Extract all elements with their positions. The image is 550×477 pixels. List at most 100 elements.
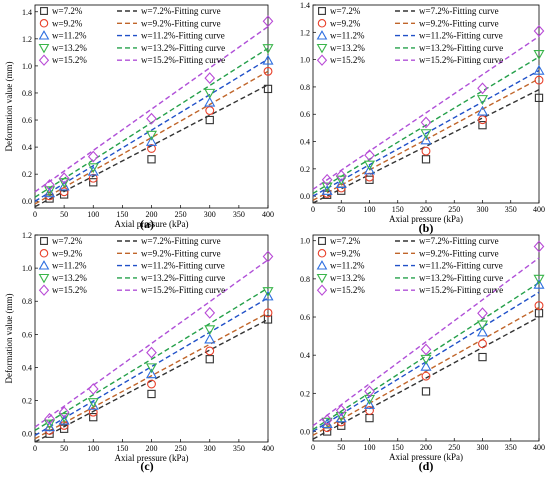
x-tick-label: 150 [392,205,404,214]
y-axis-label: Deformation value (mm) [4,294,14,384]
data-point-series-0 [59,190,69,199]
x-tick-label: 250 [175,210,187,219]
y-tick-label: 1.2 [300,28,310,37]
legend-marker-1 [39,249,49,258]
legend-fit-label: w=7.2%-Fitting curve [419,236,499,246]
data-point-series-3 [44,419,56,430]
legend-marker-label: w=9.2% [330,248,361,258]
data-point-series-1 [365,406,374,415]
data-point-series-4 [262,15,274,28]
data-point-series-3 [145,130,158,141]
legend-fit-label: w=7.2%-Fitting curve [141,236,221,246]
legend-fit-label: w=15.2%-Fitting curve [141,285,225,295]
y-tick-label: 0.0 [300,427,310,436]
data-point-series-3 [335,412,347,422]
y-tick-label: 0.8 [22,89,32,98]
x-tick-label: 350 [233,444,245,453]
data-point-series-2 [420,360,432,371]
legend-marker-label: w=9.2% [52,18,83,28]
chart-panel-b: 0 50 100 150 200 250 300 350 400 0.0 0.2 0.4 0.6 0.8 1… [300,1,545,235]
y-tick-label: 0.0 [22,430,32,439]
data-point-series-4 [44,412,55,425]
legend-marker-0 [318,7,326,15]
legend-fit-label: w=13.2%-Fitting curve [419,273,503,283]
data-point-series-4 [146,346,157,359]
data-point-series-0 [89,178,98,187]
legend-fit-label: w=11.2%-Fitting curve [419,261,503,271]
x-tick-label: 0 [33,444,37,453]
data-point-series-1 [263,66,273,76]
x-tick-label: 0 [311,443,315,452]
x-axis-label: Axial pressure (kPa) [115,453,189,463]
x-tick-label: 100 [87,444,99,453]
legend-marker-0 [40,7,48,15]
legend-fit-label: w=15.2%-Fitting curve [141,55,225,65]
data-point-series-2 [262,54,274,65]
data-point-series-4 [58,172,70,185]
legend-fit-label: w=15.2%-Fitting curve [419,55,503,65]
data-point-series-2 [533,64,545,75]
y-tick-label: 1.4 [300,1,310,10]
data-point-series-2 [87,165,99,176]
x-tick-label: 150 [392,443,404,452]
fit-line-0 [34,318,269,443]
x-tick-label: 350 [233,210,245,219]
legend: w=7.2% w=7.2%-Fitting curve w=9.2% w=9.2%-F… [316,236,503,296]
fit-line-4 [312,257,540,427]
fit-line-1 [312,78,540,201]
x-tick-label: 200 [420,443,432,452]
legend-fit-label: w=9.2%-Fitting curve [419,248,499,258]
data-point-series-2 [335,178,347,189]
data-point-series-3 [204,325,216,336]
x-tick-label: 400 [533,443,545,452]
legend-marker-2 [38,260,50,270]
data-point-series-1 [88,173,98,183]
data-point-series-4 [204,306,216,319]
y-axis-label: Deformation value (mm) [4,62,14,152]
data-point-series-0 [59,424,69,433]
data-point-series-1 [147,144,156,153]
data-point-series-4 [335,169,347,182]
legend-marker-2 [316,260,328,270]
data-point-series-0 [147,389,156,399]
legend-marker-4 [38,54,50,66]
fit-line-3 [312,282,540,431]
chart-panel-a: 0 50 100 150 200 250 300 350 400 0.0 0.2 0.4 0.6 0.8 1… [4,4,274,231]
data-point-series-1 [365,172,374,182]
data-point-series-0 [205,115,214,125]
y-tick-label: 0.4 [300,138,310,147]
y-tick-label: 0.8 [300,275,310,284]
legend-fit-label: w=15.2%-Fitting curve [419,285,503,295]
legend-marker-0 [40,237,48,245]
data-point-series-1 [421,146,431,156]
legend: w=7.2% w=7.2%-Fitting curve w=9.2% w=9.2%-F… [38,236,225,296]
legend-marker-label: w=11.2% [330,31,365,41]
x-tick-label: 50 [337,443,345,452]
data-point-series-0 [45,429,54,438]
fit-line-0 [312,89,540,204]
x-tick-label: 250 [448,205,460,214]
data-point-series-2 [44,421,56,432]
y-tick-label: 0.2 [300,389,310,398]
x-tick-label: 50 [337,205,345,214]
data-point-series-0 [421,155,431,164]
fit-line-2 [34,297,269,436]
legend-marker-2 [38,30,50,40]
legend-marker-3 [38,273,50,284]
data-point-series-2 [363,164,376,175]
legend-fit-label: w=9.2%-Fitting curve [419,18,499,28]
panel-label: (b) [419,221,434,235]
legend-marker-label: w=7.2% [330,6,361,16]
legend-marker-label: w=7.2% [330,236,361,246]
x-axis-label: Axial pressure (kPa) [389,214,463,224]
data-point-series-0 [205,355,214,364]
x-tick-label: 250 [448,443,460,452]
panel-label: (c) [140,459,153,473]
legend-marker-label: w=15.2% [52,55,87,65]
y-tick-label: 0.0 [22,197,32,206]
data-point-series-1 [263,308,273,318]
y-tick-label: 1.0 [300,56,310,65]
data-point-series-2 [58,180,70,191]
y-tick-label: 1.2 [22,231,32,240]
